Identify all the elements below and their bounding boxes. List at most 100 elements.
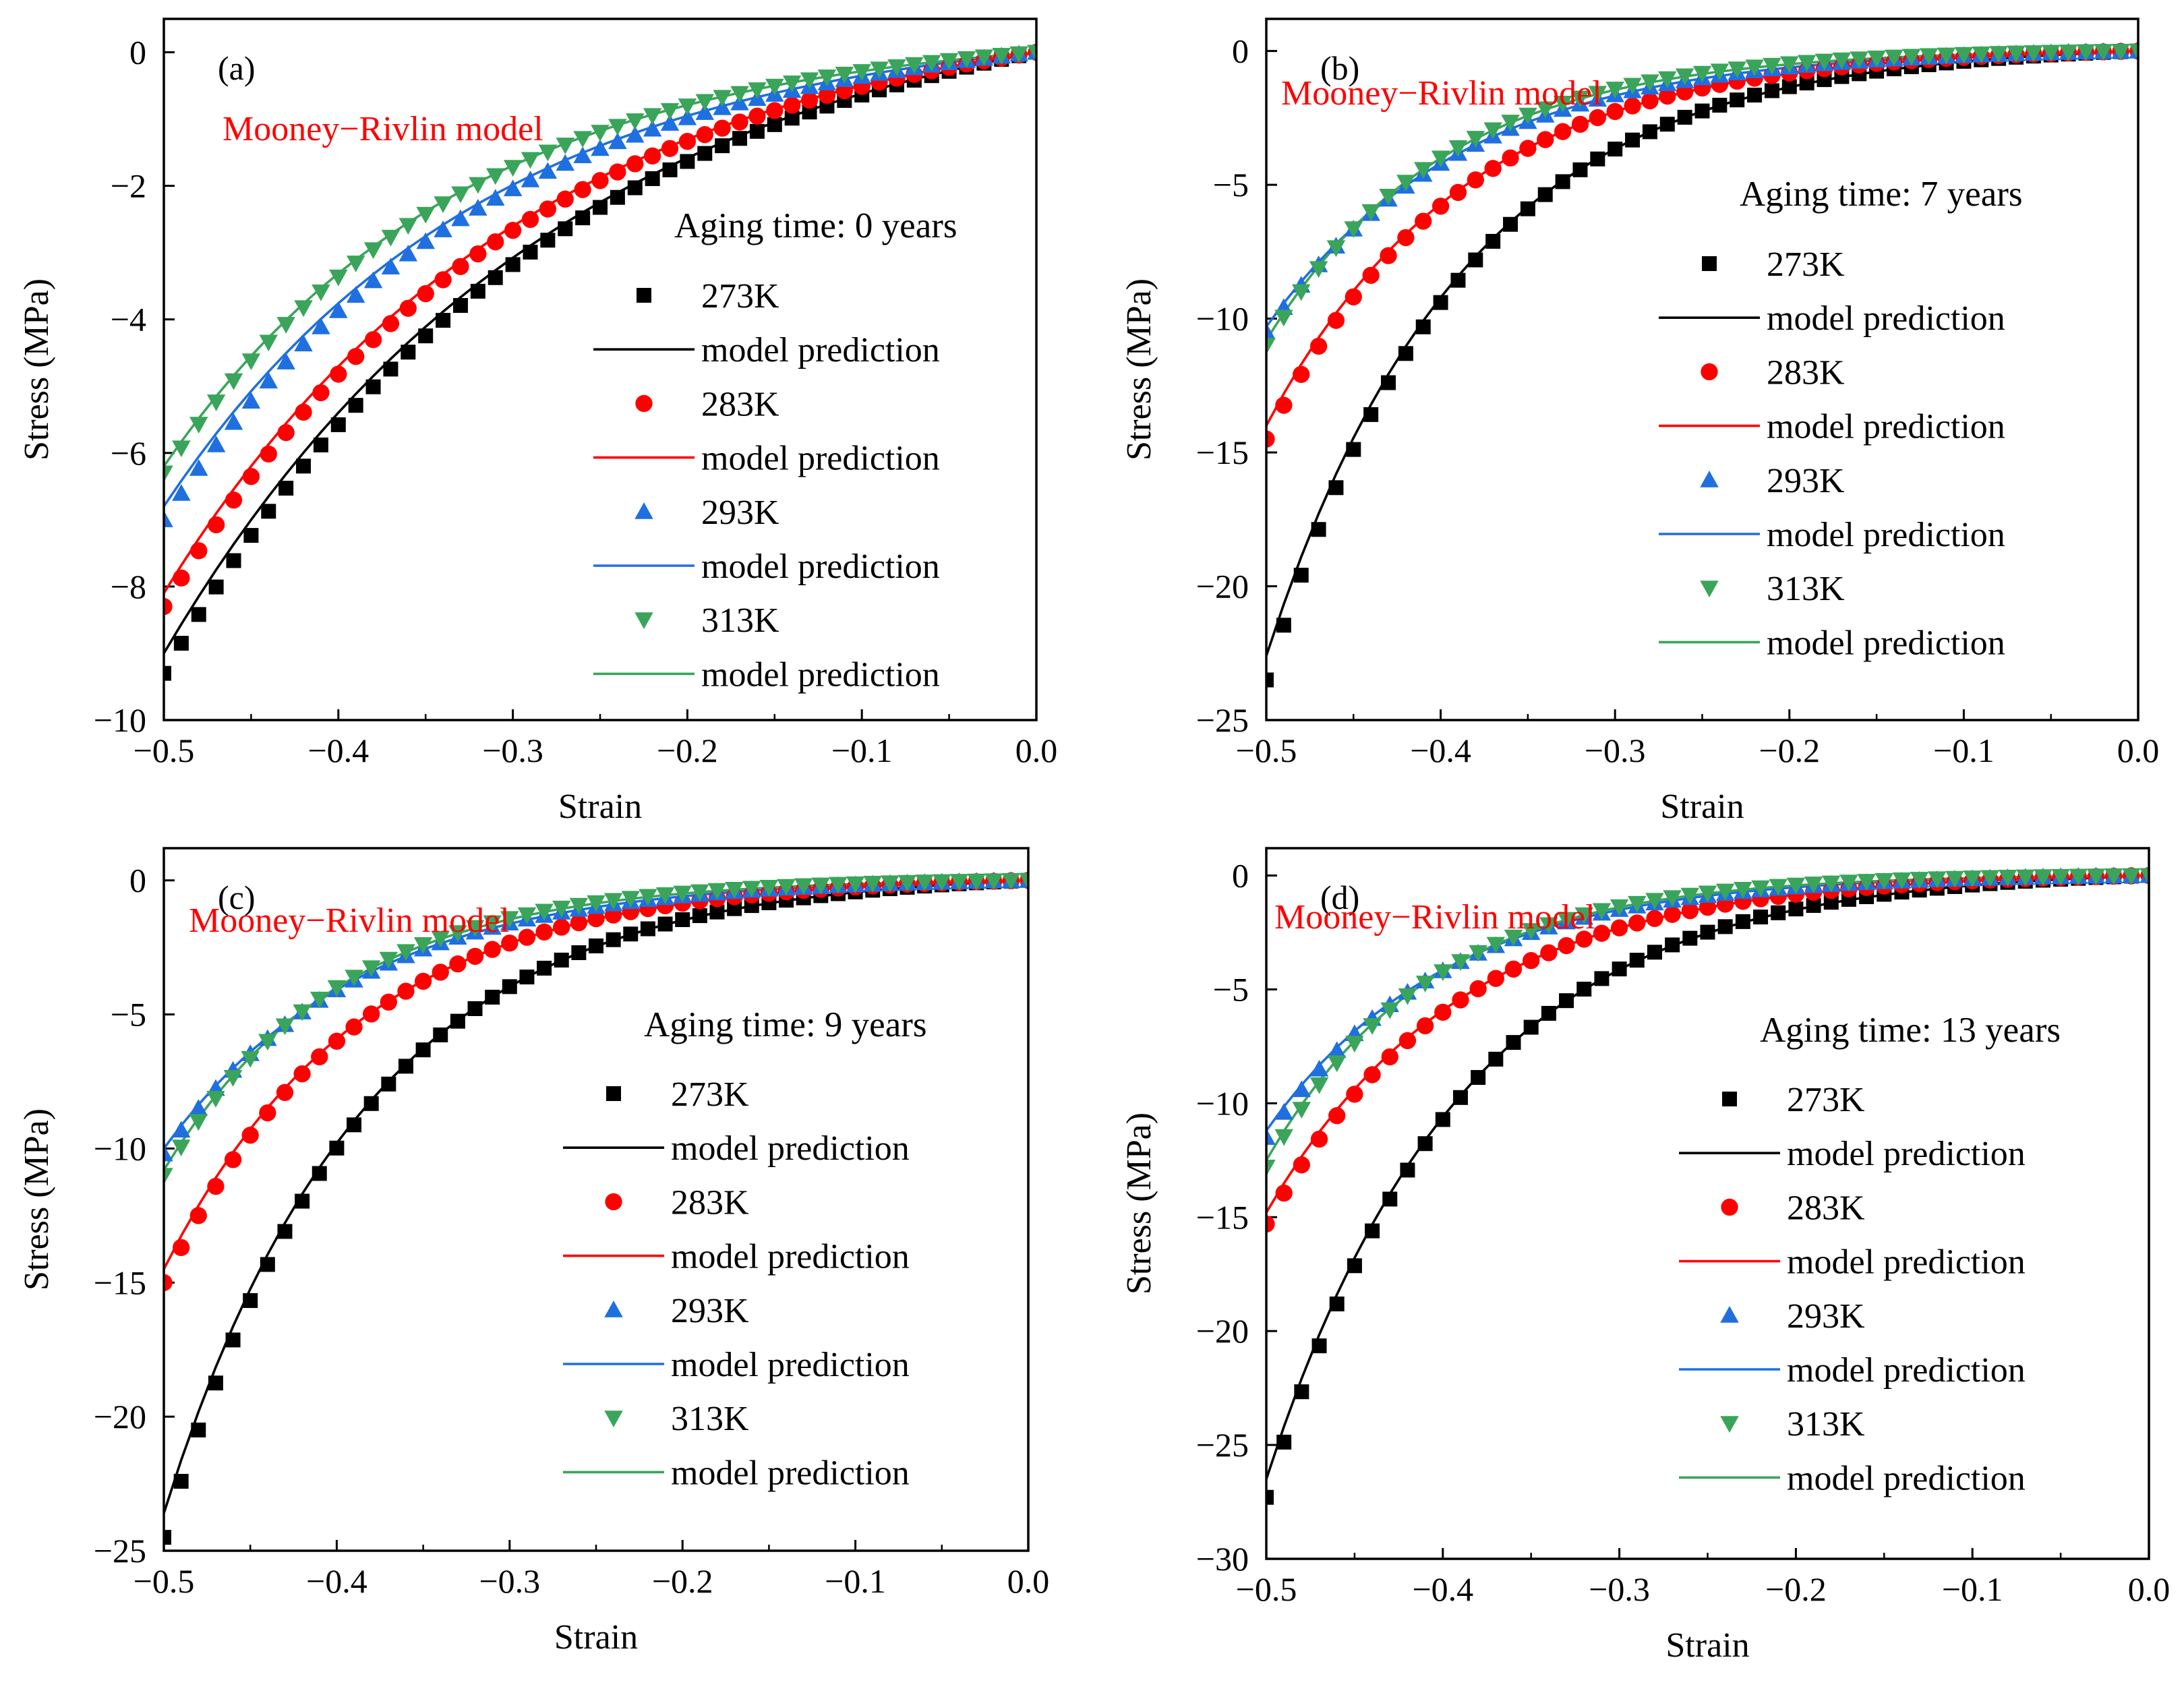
- data-point: [164, 1530, 171, 1545]
- data-point: [241, 392, 261, 409]
- data-point: [361, 960, 381, 978]
- data-point: [1266, 1159, 1276, 1177]
- data-point: [1276, 618, 1291, 633]
- data-point: [1717, 919, 1733, 934]
- data-point: [363, 242, 383, 260]
- y-tick-label: −25: [1196, 701, 1249, 739]
- data-point: [2122, 868, 2141, 885]
- data-point: [713, 90, 732, 107]
- data-point: [1593, 924, 1611, 942]
- data-point: [1663, 890, 1682, 908]
- legend-label-283K: 283K: [671, 1183, 749, 1222]
- model-line-273K: [1266, 49, 2138, 657]
- legend: Aging time: 0 years 273K model prediction 2…: [593, 206, 957, 694]
- data-point: [1504, 929, 1523, 947]
- data-point: [206, 1091, 225, 1108]
- data-point: [1417, 1136, 1433, 1152]
- data-point: [554, 952, 569, 968]
- data-point: [504, 222, 522, 239]
- data-point: [329, 1140, 345, 1156]
- data-point: [1989, 46, 2008, 63]
- data-point: [933, 874, 951, 891]
- data-point: [415, 1042, 431, 1058]
- data-point: [1309, 337, 1328, 355]
- data-point: [608, 132, 627, 150]
- data-point: [469, 245, 487, 263]
- data-point: [1763, 57, 1781, 75]
- x-tick-label: −0.5: [134, 1562, 195, 1600]
- data-point: [1448, 140, 1468, 157]
- data-point: [1954, 47, 1974, 64]
- legend-label-model: model prediction: [701, 547, 940, 586]
- data-point: [466, 947, 484, 966]
- x-tick-label: −0.4: [1412, 1570, 1473, 1608]
- legend-marker-293K: [634, 502, 653, 519]
- data-point: [727, 901, 742, 916]
- data-point: [327, 980, 347, 997]
- data-point: [1398, 346, 1413, 361]
- data-point: [172, 1239, 190, 1257]
- legend-label-283K: 283K: [1787, 1189, 1865, 1227]
- data-point: [259, 334, 278, 352]
- data-point: [1788, 901, 1804, 917]
- data-point: [1380, 247, 1397, 264]
- data-point: [1607, 142, 1623, 157]
- data-point: [1769, 879, 1788, 896]
- data-point: [749, 123, 765, 139]
- data-point: [2139, 868, 2149, 885]
- data-point: [465, 920, 485, 937]
- axes-frame: [1265, 847, 2150, 1560]
- data-point: [523, 244, 538, 260]
- data-point: [829, 877, 848, 894]
- data-point: [1452, 991, 1469, 1009]
- data-point: [346, 256, 365, 272]
- data-point: [379, 951, 399, 969]
- data-point: [1623, 78, 1642, 95]
- data-point: [1469, 980, 1487, 998]
- data-point: [1751, 880, 1770, 897]
- data-point: [657, 916, 673, 932]
- legend-marker-283K: [1701, 363, 1718, 381]
- legend-label-model: model prediction: [671, 1346, 910, 1384]
- y-tick-label: −6: [111, 434, 146, 472]
- y-tick-label: −30: [1196, 1540, 1249, 1578]
- x-tick-label: −0.5: [1236, 1570, 1297, 1608]
- legend: Aging time: 13 years 273K model prediction…: [1679, 1011, 2061, 1497]
- data-point: [1541, 1005, 1556, 1021]
- data-point: [1292, 1102, 1311, 1119]
- y-tick-label: −4: [111, 301, 146, 338]
- x-tick-label: 0.0: [2117, 732, 2160, 769]
- data-point: [241, 1127, 259, 1144]
- data-point: [1781, 79, 1797, 94]
- data-point: [537, 960, 552, 976]
- data-point: [432, 963, 449, 981]
- legend-label-313K: 313K: [1787, 1405, 1865, 1444]
- panel-label: (b): [1320, 49, 1359, 87]
- data-point: [1382, 1191, 1398, 1207]
- data-point: [1592, 903, 1612, 920]
- panel-b: 0 −5 −10 −15 −20 −25−0.5 −0.4 −0.3 −0.2 −0.1 0.0 St…: [1120, 18, 2160, 826]
- y-tick-label: −10: [94, 701, 146, 739]
- data-point: [603, 893, 623, 910]
- data-point: [1537, 131, 1554, 148]
- legend-marker-273K: [1702, 256, 1717, 271]
- data-point: [2094, 44, 2113, 61]
- data-point: [452, 298, 468, 314]
- data-point: [1753, 910, 1769, 925]
- data-point: [1885, 49, 1903, 67]
- data-point: [905, 57, 924, 74]
- data-point: [800, 91, 819, 109]
- data-point: [591, 172, 609, 189]
- data-point: [593, 200, 608, 215]
- data-point: [697, 146, 713, 161]
- panel-d: 0 −5 −10 −15 −20 −25 −30−0.5 −0.4 −0.3 −0.2 −0.1 0.…: [1120, 847, 2170, 1665]
- data-point: [189, 417, 208, 434]
- data-point: [660, 103, 680, 120]
- data-point: [1483, 122, 1502, 140]
- legend-label-273K: 273K: [1767, 245, 1845, 284]
- data-point: [591, 125, 610, 142]
- x-tick-label: −0.1: [1933, 732, 1995, 769]
- data-point: [261, 504, 276, 519]
- data-point: [312, 284, 330, 301]
- data-point: [887, 59, 906, 76]
